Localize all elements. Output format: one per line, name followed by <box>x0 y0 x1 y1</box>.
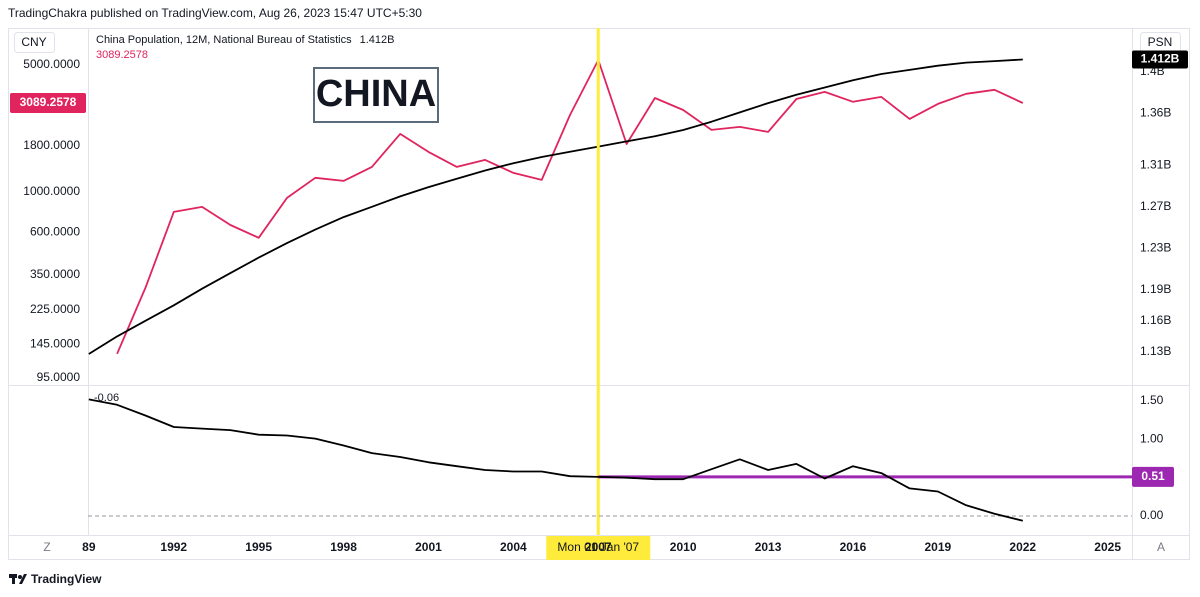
header: TradingChakra published on TradingView.c… <box>8 6 422 20</box>
y-tick-label: 350.0000 <box>30 267 80 281</box>
y-tick-label: 600.0000 <box>30 225 80 239</box>
last-value-label: 1.412B <box>1141 52 1180 66</box>
x-tick-label: 2025 <box>1094 540 1121 554</box>
x-tick-label: 1992 <box>160 540 187 554</box>
footer-brand: TradingView <box>31 572 102 586</box>
y2-tick-label: 1.16B <box>1140 313 1171 327</box>
z-button[interactable] <box>38 539 56 557</box>
last-value-legend: -0.06 <box>94 392 119 404</box>
x-tick-label: 2016 <box>840 540 867 554</box>
last-value-box <box>1132 50 1188 69</box>
x-tick-label: 1998 <box>330 540 357 554</box>
hline-label: 0.51 <box>1141 469 1165 483</box>
y-tick-label: 225.0000 <box>30 302 80 316</box>
x-tick-label: 2004 <box>500 540 527 554</box>
series-line <box>116 59 1024 355</box>
y2-tick-label: 1.23B <box>1140 240 1171 254</box>
y2-tick-label: 1.19B <box>1140 282 1171 296</box>
last-value-label: 3089.2578 <box>20 95 77 109</box>
crosshair-label-box <box>546 536 651 560</box>
x-tick-label: 2007 <box>585 540 612 554</box>
currency-box[interactable] <box>14 32 55 53</box>
series-line <box>88 58 1023 355</box>
y-tick-label: 1.50 <box>1140 393 1164 407</box>
last-value-box <box>10 92 86 113</box>
z-button-label[interactable]: Z <box>43 540 50 554</box>
x-tick-label: 2001 <box>415 540 442 554</box>
y2-tick-label: 1.13B <box>1140 344 1171 358</box>
a-button-label[interactable]: A <box>1157 540 1165 554</box>
x-tick-label: 2022 <box>1009 540 1036 554</box>
series-line <box>88 398 1024 522</box>
x-tick-label: 2019 <box>925 540 952 554</box>
y2-tick-label: 1.36B <box>1140 106 1171 120</box>
y-tick-label: 5000.0000 <box>23 57 80 71</box>
annotation: CHINA <box>316 73 436 115</box>
x-tick-label: 1995 <box>245 540 272 554</box>
x-tick-label: 2010 <box>670 540 697 554</box>
y-tick-label: 145.0000 <box>30 337 80 351</box>
x-tick-label: 2013 <box>755 540 782 554</box>
y-tick-label: 1800.0000 <box>23 138 80 152</box>
left-axis-name[interactable]: CNY <box>21 35 46 49</box>
x-tick-label: 89 <box>82 540 96 554</box>
y-tick-label: 0.00 <box>1140 508 1164 522</box>
y-tick-label: 1.00 <box>1140 431 1164 445</box>
y-tick-label: 95.0000 <box>37 370 81 384</box>
y-tick-label: 1000.0000 <box>23 184 80 198</box>
annotation-box <box>313 67 439 123</box>
legend-value: 1.412B <box>360 34 395 46</box>
right-axis-name[interactable]: PSN <box>1148 35 1173 49</box>
legend-value: 3089.2578 <box>96 49 148 61</box>
legend-name: China Population, 12M, National Bureau o… <box>96 34 352 46</box>
hline-label-box <box>1132 466 1174 487</box>
y2-tick-label: 1.31B <box>1140 157 1171 171</box>
tv-logo <box>9 574 27 584</box>
y2-tick-label: 1.27B <box>1140 199 1171 213</box>
crosshair-label: Mon 01 Jan '07 <box>557 540 639 554</box>
